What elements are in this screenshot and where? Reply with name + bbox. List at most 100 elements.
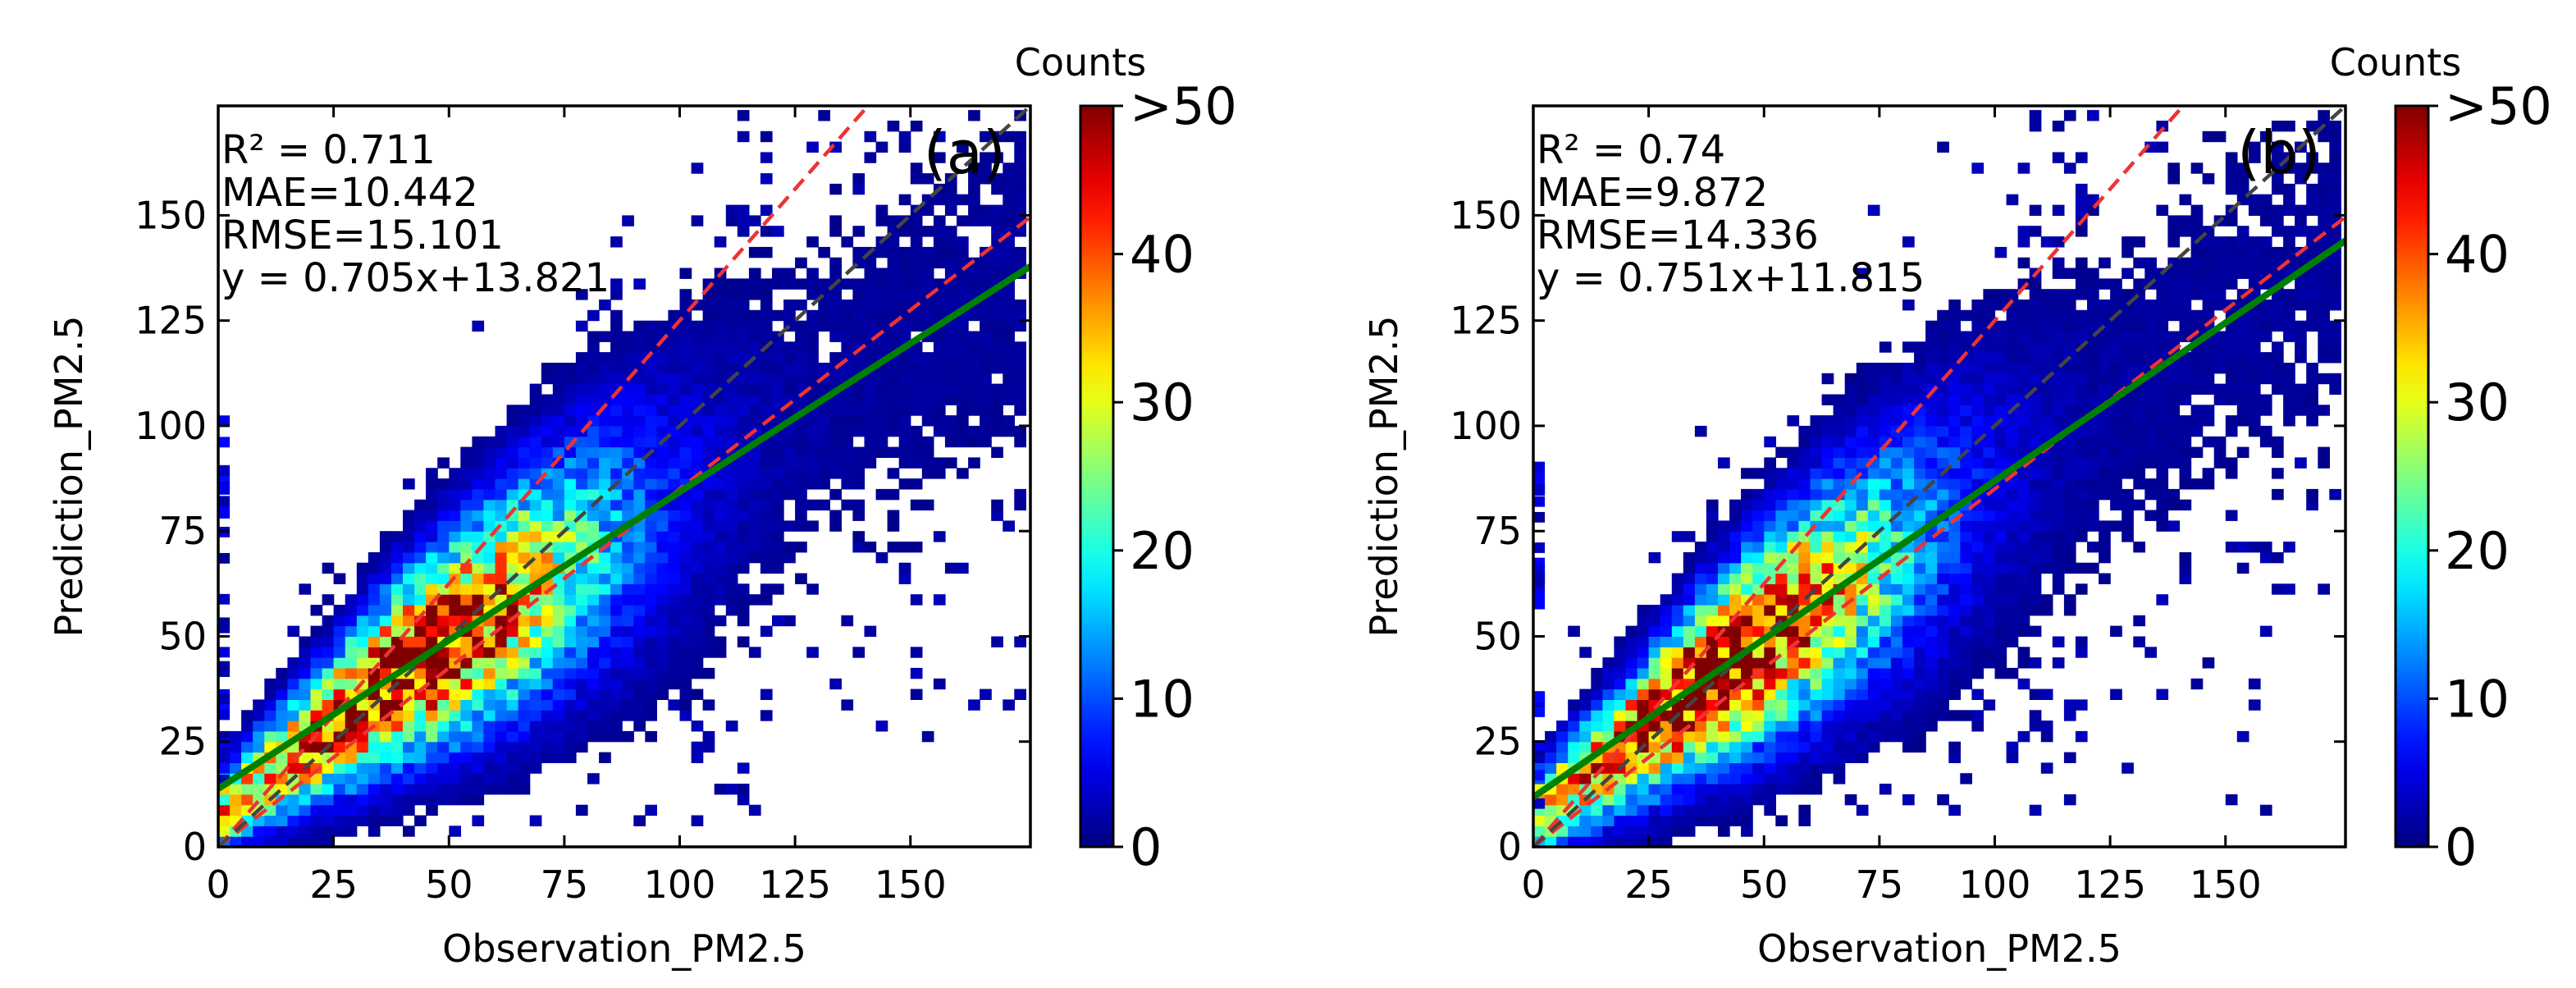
density-cell — [529, 488, 542, 501]
density-cell — [379, 562, 392, 574]
density-cell — [691, 573, 704, 584]
density-cell — [2248, 236, 2261, 248]
density-cell — [541, 446, 554, 458]
density-cell — [910, 436, 923, 448]
density-cell — [1591, 688, 1603, 700]
density-cell — [1787, 415, 1800, 427]
density-cell — [1625, 784, 1638, 795]
density-cell — [2122, 236, 2134, 248]
density-cell — [2099, 478, 2111, 490]
density-cell — [552, 625, 565, 637]
density-cell — [829, 510, 842, 521]
density-cell — [622, 573, 634, 584]
density-cell — [575, 436, 588, 448]
density-cell — [691, 331, 704, 342]
density-cell — [1971, 720, 1985, 732]
density-cell — [2099, 573, 2111, 584]
density-cell — [645, 647, 657, 658]
density-cell — [737, 383, 750, 395]
density-cell — [1764, 784, 1776, 795]
colorbar-tick-label: 40 — [1130, 225, 1194, 285]
density-cell — [391, 741, 404, 753]
density-cell — [2099, 542, 2111, 553]
density-cell — [2040, 762, 2053, 774]
density-cell — [2006, 520, 2019, 532]
density-cell — [1798, 784, 1811, 795]
density-cell — [2052, 573, 2065, 584]
density-cell — [864, 309, 877, 322]
density-cell — [1914, 730, 1926, 743]
density-cell — [1960, 531, 1972, 542]
density-cell — [1948, 647, 1961, 658]
density-cell — [2017, 383, 2030, 395]
density-cell — [2110, 688, 2122, 700]
density-cell — [460, 446, 473, 458]
density-cell — [2295, 278, 2307, 290]
density-cell — [679, 373, 692, 385]
density-cell — [2052, 415, 2065, 427]
density-cell — [1890, 667, 1903, 679]
density-cell — [2122, 373, 2134, 385]
density-cell — [287, 657, 300, 669]
density-cell — [1014, 204, 1026, 216]
density-cell — [1718, 794, 1730, 806]
density-cell — [1003, 352, 1015, 364]
density-cell — [714, 341, 727, 353]
density-cell — [864, 130, 877, 143]
density-cell — [1890, 647, 1903, 658]
density-cell — [1694, 551, 1707, 564]
density-cell — [2029, 363, 2042, 374]
density-cell — [748, 383, 761, 395]
density-cell — [991, 183, 1003, 195]
density-cell — [587, 678, 600, 690]
density-cell — [2202, 309, 2215, 322]
density-cell — [1614, 678, 1627, 690]
density-cell — [2167, 363, 2181, 374]
density-cell — [403, 826, 415, 837]
density-cell — [1671, 594, 1684, 606]
density-cell — [2029, 510, 2042, 521]
density-cell — [287, 625, 300, 637]
density-cell — [322, 836, 335, 847]
density-cell — [1890, 415, 1903, 427]
density-cell — [2133, 457, 2145, 469]
y-tick-label: 150 — [1450, 193, 1522, 237]
density-cell — [1014, 383, 1026, 395]
density-cell — [737, 551, 750, 564]
density-cell — [2029, 331, 2042, 342]
density-cell — [1764, 478, 1776, 490]
density-cell — [414, 636, 427, 647]
density-cell — [1810, 478, 1823, 490]
density-cell — [437, 710, 450, 721]
density-cell — [460, 542, 473, 553]
density-cell — [1579, 688, 1592, 700]
density-cell — [2179, 363, 2192, 374]
density-cell — [218, 552, 231, 564]
density-cell — [1648, 667, 1661, 679]
density-cell — [1994, 499, 2007, 511]
density-cell — [875, 425, 888, 437]
density-cell — [2259, 373, 2272, 385]
density-cell — [483, 784, 496, 795]
density-cell — [737, 405, 750, 416]
density-cell — [622, 510, 634, 521]
density-cell — [957, 415, 969, 427]
density-cell — [1994, 488, 2007, 501]
density-cell — [356, 625, 369, 637]
density-cell — [368, 594, 381, 606]
density-cell — [1556, 784, 1569, 795]
density-cell — [1948, 562, 1961, 574]
density-cell — [333, 762, 346, 774]
density-cell — [541, 594, 554, 606]
density-cell — [679, 605, 692, 616]
density-cell — [645, 436, 657, 448]
density-cell — [437, 562, 450, 574]
density-cell — [2099, 309, 2111, 322]
density-cell — [1014, 436, 1026, 448]
density-cell — [449, 499, 461, 511]
density-cell — [1683, 710, 1696, 721]
density-cell — [2122, 531, 2134, 542]
density-cell — [2133, 352, 2145, 364]
density-cell — [2075, 394, 2088, 405]
density-cell — [2329, 289, 2341, 300]
